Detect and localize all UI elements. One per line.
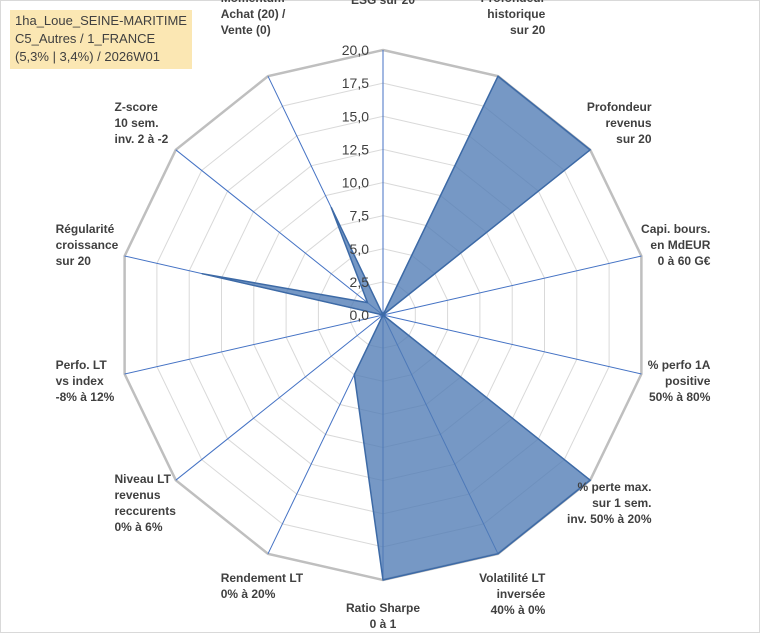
axis-label-line: Régularité: [56, 222, 115, 236]
axis-label: Profondeur revenus sur 20: [587, 100, 652, 146]
axis-label-line: Rendement LT: [221, 571, 304, 585]
axis-label-line: Perfo. LT: [56, 358, 108, 372]
axis-label: % perte max. sur 1 sem. inv. 50% à 20%: [567, 480, 652, 526]
axis-label-line: Z-score: [115, 100, 159, 114]
axis-label: % perfo 1A positive 50% à 80%: [648, 358, 711, 404]
series-area: [201, 75, 591, 581]
axis-spoke: [382, 255, 642, 316]
tick-label: 15,0: [342, 108, 369, 124]
axis-label-line: sur 1 sem.: [592, 496, 651, 510]
axis-label-line: sur 20: [616, 132, 652, 146]
axis-label-line: sur 20: [510, 23, 546, 37]
tick-label: 10,0: [342, 175, 369, 191]
axis-label-line: en MdEUR: [650, 238, 710, 252]
axis-label-line: Vente (0): [221, 23, 271, 37]
axis-label-line: Achat (20) /: [221, 7, 286, 21]
axis-label-line: -8% à 12%: [56, 390, 115, 404]
axis-label-line: 10 sem.: [115, 116, 159, 130]
title-line-3: (5,3% | 3,4%) / 2026W01: [15, 49, 161, 64]
tick-label: 17,5: [342, 75, 369, 91]
axis-spoke: [175, 149, 384, 316]
axis-label-line: Capi. bours.: [641, 222, 710, 236]
axis-label-line: ESG sur 20: [351, 0, 415, 7]
axis-label: Volatilité LT inversée 40% à 0%: [479, 571, 546, 617]
axis-label-line: 0% à 6%: [115, 520, 163, 534]
axis-label: Régularité croissance sur 20: [56, 222, 119, 268]
axis-label-line: inversée: [497, 587, 546, 601]
title-line-2: C5_Autres / 1_FRANCE: [15, 31, 156, 46]
chart-title-box: 1ha_Loue_SEINE-MARITIME C5_Autres / 1_FR…: [10, 10, 192, 69]
axis-label-line: 0 à 1: [370, 617, 397, 631]
axis-label-line: croissance: [56, 238, 119, 252]
axis-label-line: positive: [665, 374, 711, 388]
axis-label-line: Profondeur: [587, 100, 652, 114]
axis-label: Perfo. LT vs index -8% à 12%: [56, 358, 115, 404]
axis-label-line: historique: [487, 7, 545, 21]
tick-label: 0,0: [350, 307, 370, 323]
axis-spoke: [382, 314, 642, 375]
axis-label-line: inv. 50% à 20%: [567, 512, 652, 526]
axis-label: Ratio Sharpe 0 à 1: [346, 601, 420, 631]
tick-label: 12,5: [342, 141, 369, 157]
axis-label-line: Ratio Sharpe: [346, 601, 420, 615]
axis-label-line: 0 à 60 G€: [658, 254, 711, 268]
axis-label-line: reccurents: [115, 504, 177, 518]
axis-label: Momentum Achat (20) / Vente (0): [221, 0, 286, 37]
tick-label: 7,5: [350, 208, 370, 224]
axis-label-line: Niveau LT: [115, 472, 172, 486]
axis-label-line: sur 20: [56, 254, 92, 268]
tick-label: 2,5: [350, 274, 370, 290]
tick-label: 20,0: [342, 42, 369, 58]
axis-spoke: [124, 314, 384, 375]
axis-label: Niveau LT revenus reccurents 0% à 6%: [115, 472, 177, 534]
axis-label-line: revenus: [605, 116, 651, 130]
axis-label: NoteESG sur 20: [351, 0, 415, 7]
axis-label-line: Volatilité LT: [479, 571, 546, 585]
axis-label-line: Momentum: [221, 0, 285, 5]
axis-label-line: 50% à 80%: [649, 390, 711, 404]
axis-label-line: Profondeur: [481, 0, 546, 5]
axis-label-line: inv. 2 à -2: [115, 132, 169, 146]
axis-label-line: 0% à 20%: [221, 587, 276, 601]
axis-label-line: revenus: [115, 488, 161, 502]
axis-label-line: % perte max.: [577, 480, 651, 494]
title-line-1: 1ha_Loue_SEINE-MARITIME: [15, 13, 187, 28]
axis-spoke: [175, 314, 384, 481]
axis-label: Rendement LT 0% à 20%: [221, 571, 304, 601]
axis-label: Capi. bours. en MdEUR 0 à 60 G€: [641, 222, 711, 268]
tick-label: 5,0: [350, 241, 370, 257]
axis-label-line: vs index: [56, 374, 104, 388]
axis-label-line: % perfo 1A: [648, 358, 711, 372]
axis-label: Z-score 10 sem. inv. 2 à -2: [115, 100, 169, 146]
axis-label: Profondeur historique sur 20: [481, 0, 546, 37]
axis-label-line: 40% à 0%: [491, 603, 546, 617]
